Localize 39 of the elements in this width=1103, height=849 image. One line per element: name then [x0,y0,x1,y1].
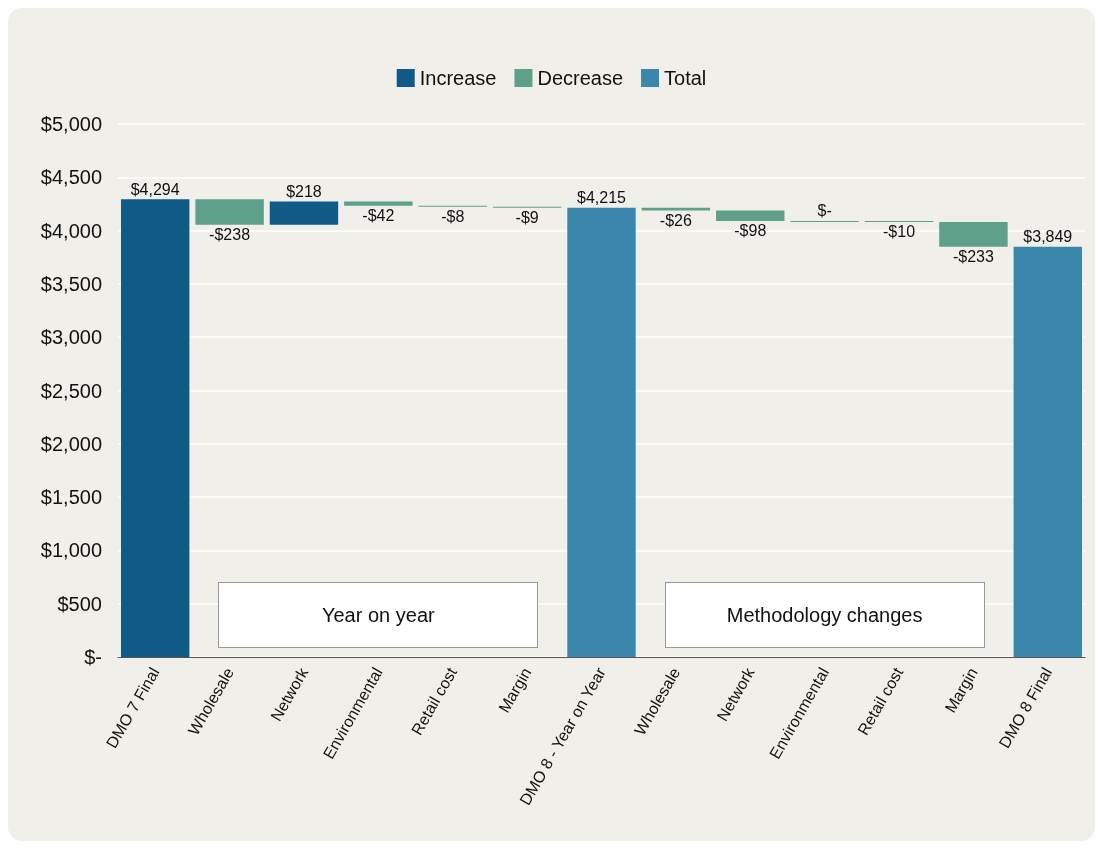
bar [195,199,264,225]
data-label: -$238 [209,226,251,244]
annotation: Year on year [321,603,435,627]
bar [716,210,785,221]
bar [1013,246,1083,657]
y-tick-label: $5,000 [40,113,102,135]
y-tick-label: $500 [57,592,102,615]
y-tick-label: $2,500 [40,379,102,402]
legend-label: Decrease [537,67,624,89]
data-label: -$10 [883,223,916,241]
annotation: Methodology changes [726,603,923,627]
data-label: -$8 [441,208,465,226]
data-label: -$9 [515,209,539,227]
y-tick-label: $2,000 [40,432,102,455]
data-label: -$233 [952,248,994,266]
data-label: $- [817,202,832,220]
legend-label: Increase [419,67,497,89]
data-label: -$26 [659,211,692,229]
data-label: $4,215 [577,189,627,207]
y-tick-label: $1,000 [40,539,102,562]
legend-label: Total [664,67,707,89]
bar [567,207,636,657]
data-label: $218 [286,182,322,200]
bar [269,201,339,225]
y-tick-label: $1,500 [40,486,102,509]
bar [939,221,1008,247]
bar [344,201,413,206]
label-box: Year on year [218,582,539,648]
data-label: -$98 [734,222,767,240]
y-tick-label: $3,500 [40,272,102,295]
label-box: Methodology changes [664,582,985,648]
y-tick-label: $4,000 [40,219,102,242]
bar [120,199,190,657]
data-label: $4,294 [130,180,180,198]
y-tick-label: $4,500 [40,166,102,189]
y-tick-label: $- [84,646,102,668]
data-label: $3,849 [1023,228,1073,246]
y-tick-label: $3,000 [40,326,102,349]
data-label: -$42 [362,207,395,225]
